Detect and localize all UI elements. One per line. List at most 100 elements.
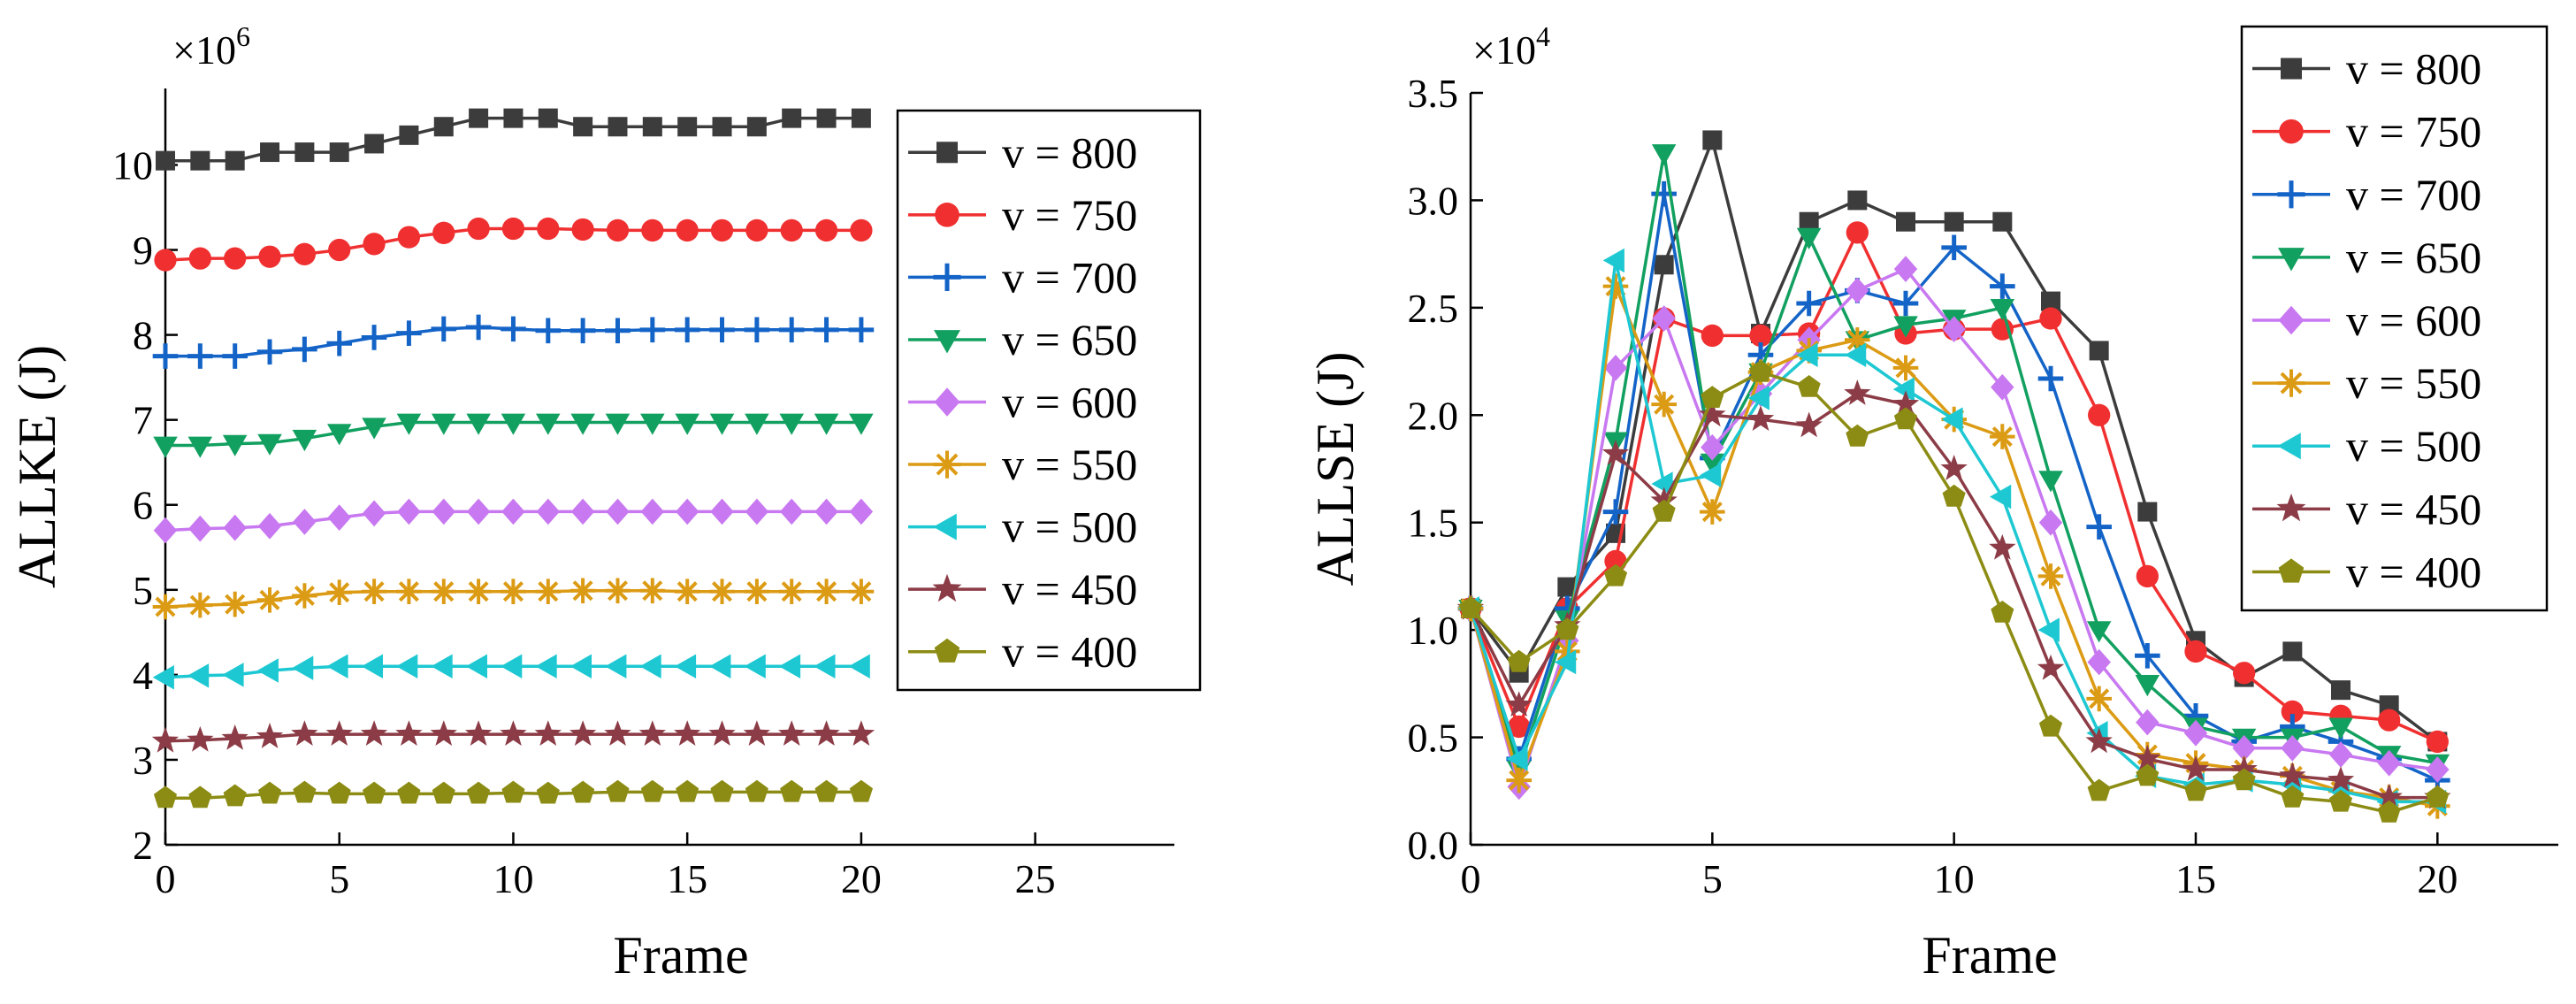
data-point	[536, 498, 560, 525]
data-point	[2086, 686, 2112, 712]
data-point	[501, 579, 526, 604]
data-point	[2375, 783, 2403, 809]
data-point	[467, 781, 491, 804]
data-point	[2088, 403, 2111, 426]
data-point	[2182, 755, 2210, 781]
data-point	[1651, 471, 1673, 496]
data-point	[1601, 440, 1630, 465]
data-point	[1893, 407, 1918, 430]
data-point	[606, 218, 630, 242]
legend-item-v-650: v = 650	[908, 315, 1137, 364]
legend-item-v-400: v = 400	[908, 627, 1137, 677]
data-point	[2184, 640, 2207, 663]
data-point	[1700, 499, 1725, 525]
data-point	[222, 591, 248, 617]
legend-label: v = 450	[1002, 564, 1137, 614]
series-v-750	[154, 217, 873, 272]
data-point	[746, 117, 767, 137]
data-point	[605, 413, 631, 435]
legend-marker	[934, 330, 960, 354]
data-point	[2328, 741, 2353, 768]
data-point	[1507, 649, 1531, 672]
data-point	[1847, 190, 1868, 211]
data-point	[2378, 709, 2401, 732]
data-point	[2183, 719, 2208, 747]
data-point	[2086, 621, 2112, 643]
data-point	[1941, 407, 1963, 432]
data-point	[1702, 130, 1723, 150]
data-point	[570, 498, 595, 525]
data-point	[2183, 778, 2208, 801]
legend-item-v-600: v = 600	[908, 378, 1137, 427]
legend: v = 800 v = 750 v = 700 v = 650 v = 600 v = 5…	[2240, 25, 2549, 612]
data-point	[222, 434, 248, 456]
data-point	[709, 413, 735, 435]
legend-marker	[934, 638, 960, 663]
data-point	[2136, 709, 2159, 736]
data-point	[780, 218, 803, 242]
legend-marker	[2278, 248, 2305, 272]
data-point	[2038, 714, 2063, 737]
legend-marker	[2276, 493, 2306, 522]
legend-marker	[933, 450, 961, 479]
data-point	[1893, 316, 1918, 338]
data-point	[1652, 499, 1676, 522]
data-point	[257, 512, 282, 540]
data-point	[639, 654, 661, 678]
data-point	[1942, 484, 1966, 507]
y-axis-title: ALLKE (J)	[8, 345, 66, 588]
data-point	[851, 108, 871, 128]
x-tick-label: 0	[1461, 856, 1481, 901]
data-point	[639, 317, 666, 343]
data-point	[710, 218, 734, 242]
data-point	[605, 654, 627, 678]
data-point	[536, 781, 560, 804]
data-point	[188, 786, 212, 809]
data-point	[292, 583, 317, 609]
data-point	[1990, 424, 2015, 449]
series-v-550	[152, 578, 875, 620]
data-point	[188, 515, 212, 542]
y-tick-label: 3.0	[1408, 178, 1459, 223]
data-point	[329, 142, 349, 163]
data-point	[848, 579, 875, 604]
data-point	[2328, 717, 2353, 740]
data-point	[294, 142, 315, 163]
data-point	[850, 218, 873, 242]
y-exponent-base: ×10	[1472, 27, 1536, 73]
data-point	[2281, 734, 2305, 762]
data-point	[327, 424, 352, 446]
data-point	[849, 498, 874, 525]
legend-item-v-400: v = 400	[2252, 547, 2481, 596]
data-point	[396, 413, 422, 435]
data-point	[466, 413, 491, 435]
data-point	[1844, 379, 1871, 405]
data-point	[2037, 365, 2064, 392]
data-point	[1699, 401, 1726, 427]
data-point	[2377, 800, 2401, 823]
data-point	[710, 498, 734, 525]
data-point	[501, 498, 525, 525]
data-point	[2134, 744, 2161, 770]
data-point	[1941, 234, 1967, 261]
data-point	[1700, 463, 1722, 487]
data-point	[1893, 256, 1918, 282]
data-point	[2087, 778, 2111, 801]
data-point	[151, 726, 180, 753]
data-point	[814, 498, 838, 525]
data-point	[292, 336, 317, 363]
legend-label: v = 600	[2346, 295, 2481, 345]
data-point	[709, 654, 731, 678]
data-point	[2426, 785, 2450, 808]
data-point	[469, 108, 489, 128]
data-point	[328, 238, 351, 262]
data-point	[1602, 499, 1629, 525]
data-point	[640, 498, 664, 525]
data-point	[2281, 700, 2304, 724]
legend-marker	[2277, 369, 2305, 397]
data-point	[814, 654, 836, 678]
data-point	[569, 720, 597, 746]
legend-marker	[2278, 558, 2305, 583]
data-point	[1700, 453, 1725, 475]
data-point	[326, 579, 352, 605]
